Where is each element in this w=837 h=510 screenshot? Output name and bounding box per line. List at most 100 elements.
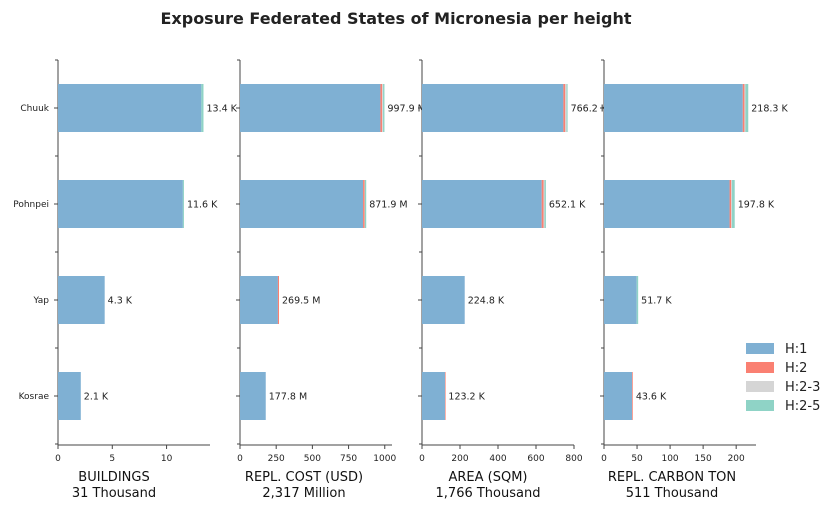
bar-h-2-3 [543,180,545,228]
x-tick-label: 500 [304,454,321,464]
chart-legend: H:1 H:2 H:2-3 H:2-5 [746,342,820,414]
legend-swatch [746,400,774,411]
x-tick-label: 600 [527,454,544,464]
bar-h-2 [632,372,633,420]
bar-h-2-3 [382,84,384,132]
data-label: 766.2 K [571,104,608,115]
x-axis-total: 1,766 Thousand [436,486,541,501]
data-label: 652.1 K [549,200,586,211]
bar-h-2 [277,276,280,324]
bar-h-1 [240,276,278,324]
x-tick-label: 0 [419,454,425,464]
data-label: 997.9 M [387,104,425,115]
bar-h-1 [58,276,105,324]
x-tick-label: 750 [340,454,357,464]
data-label: 13.4 K [206,104,237,115]
bar-h-2-3 [731,180,732,228]
bar-h-1 [240,180,364,228]
bar-h-2-3 [364,180,366,228]
bar-h-1 [422,180,542,228]
bar-h-2 [363,180,365,228]
x-axis-total: 511 Thousand [626,486,719,501]
legend-label: H:2-3 [785,380,820,395]
bar-h-2-5 [636,276,639,324]
legend-swatch [746,381,774,392]
panel-3: 0 50 100 150 200 218.3 K 197.8 K 51.7 K 43.6 K RE… [600,59,788,501]
bar-h-2-3 [565,84,567,132]
x-axis-label: AREA (SQM) [448,470,527,485]
x-tick-label: 0 [237,454,243,464]
chart-title: Exposure Federated States of Micronesia … [160,9,631,28]
x-tick-label: 100 [661,454,678,464]
panel-0: Chuuk Pohnpei Yap Kosrae 0 5 10 13.4 K 11.6 K 4.3… [13,59,238,501]
x-tick-label: 200 [728,454,745,464]
x-axis-total: 31 Thousand [72,486,156,501]
bar-h-1 [604,276,637,324]
bar-h-1 [58,84,202,132]
bar-h-2-3 [744,84,746,132]
bar-h-1 [604,180,730,228]
data-label: 2.1 K [84,392,109,403]
bar-h-2 [541,180,544,228]
bar-h-1 [422,276,465,324]
panel-1: 0 250 500 750 1000 997.9 M 871.9 M 269.5 M 177.8… [236,59,426,501]
bar-h-2-5 [383,84,385,132]
data-label: 177.8 M [269,392,307,403]
x-axis-label: REPL. COST (USD) [245,470,363,485]
x-tick-label: 150 [695,454,712,464]
bar-h-2-5 [566,84,568,132]
x-tick-label: 0 [601,454,607,464]
data-label: 51.7 K [641,296,672,307]
bar-h-1 [604,84,743,132]
bar-h-2 [380,84,383,132]
legend-label: H:2-5 [785,399,820,414]
legend-swatch [746,343,774,354]
bar-h-2-5 [544,180,546,228]
bar-h-1 [240,84,381,132]
bar-h-2-5 [745,84,749,132]
data-label: 218.3 K [751,104,788,115]
bar-h-1 [240,372,266,420]
bar-h-1 [422,372,445,420]
bar-h-2 [729,180,732,228]
data-label: 269.5 M [282,296,320,307]
data-label: 4.3 K [108,296,133,307]
x-tick-label: 250 [268,454,285,464]
data-label: 224.8 K [468,296,505,307]
category-label: Pohnpei [13,200,49,210]
category-label: Kosrae [19,392,50,402]
x-tick-label: 50 [631,454,643,464]
x-axis-label: BUILDINGS [78,470,149,485]
data-label: 123.2 K [448,392,485,403]
panel-2: 0 200 400 600 800 766.2 K 652.1 K 224.8 K 123.2 … [418,59,608,501]
x-axis-label: REPL. CARBON TON [608,470,736,485]
legend-label: H:2 [785,361,807,376]
x-tick-label: 200 [451,454,468,464]
bar-h-2 [444,372,446,420]
bar-h-2-5 [182,180,184,228]
bar-h-2-5 [731,180,735,228]
x-tick-label: 1000 [373,454,396,464]
category-label: Chuuk [20,104,49,114]
data-label: 43.6 K [636,392,667,403]
data-label: 871.9 M [369,200,407,211]
x-tick-label: 0 [55,454,61,464]
x-axis-total: 2,317 Million [262,486,345,501]
bar-h-1 [58,372,81,420]
bar-h-2-5 [364,180,367,228]
chart-panels: Chuuk Pohnpei Yap Kosrae 0 5 10 13.4 K 11.6 K 4.3… [13,59,788,501]
bar-h-1 [604,372,633,420]
data-label: 11.6 K [187,200,218,211]
x-tick-label: 800 [565,454,582,464]
bar-h-1 [58,180,183,228]
category-label: Yap [33,296,50,306]
x-tick-label: 400 [489,454,506,464]
legend-swatch [746,362,774,373]
bar-h-2 [563,84,566,132]
legend-label: H:1 [785,342,807,357]
data-label: 197.8 K [738,200,775,211]
bar-h-2-5 [201,84,204,132]
bar-h-2 [742,84,745,132]
bar-h-1 [422,84,564,132]
